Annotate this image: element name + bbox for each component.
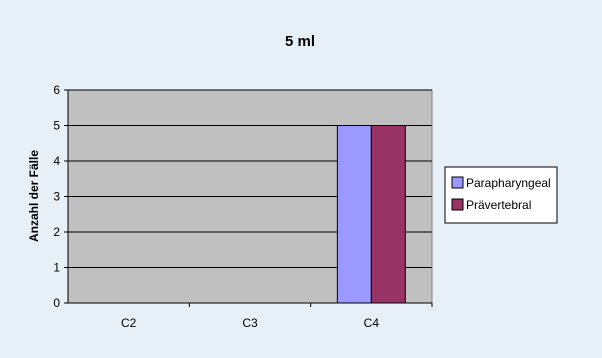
- legend: Parapharyngeal Prävertebral: [444, 166, 558, 224]
- y-tick-label: 6: [53, 83, 60, 97]
- y-axis-label: Anzahl der Fälle: [27, 150, 41, 242]
- y-tick-label: 3: [53, 190, 60, 204]
- bar-prävertebral-c4: [370, 125, 406, 304]
- y-tick-label: 2: [53, 225, 60, 239]
- y-tick-label: 1: [53, 261, 60, 275]
- y-tick-label: 0: [53, 296, 60, 310]
- bar-parapharyngeal-c4: [336, 125, 372, 304]
- legend-swatch: [451, 176, 464, 189]
- y-tick-label: 4: [53, 154, 60, 168]
- legend-label: Prävertebral: [466, 198, 531, 212]
- x-tick-label: C3: [242, 316, 258, 330]
- legend-label: Parapharyngeal: [466, 176, 551, 190]
- x-tick-label: C2: [121, 316, 137, 330]
- chart-title: 5 ml: [285, 33, 315, 50]
- y-tick-label: 5: [53, 119, 60, 133]
- x-tick-label: C4: [364, 316, 380, 330]
- legend-box: [444, 166, 558, 224]
- legend-swatch: [451, 198, 464, 211]
- bars: [336, 125, 406, 304]
- x-axis-ticks: C2 C3 C4: [121, 303, 433, 330]
- y-axis-ticks: 0 1 2 3 4 5 6: [53, 83, 68, 310]
